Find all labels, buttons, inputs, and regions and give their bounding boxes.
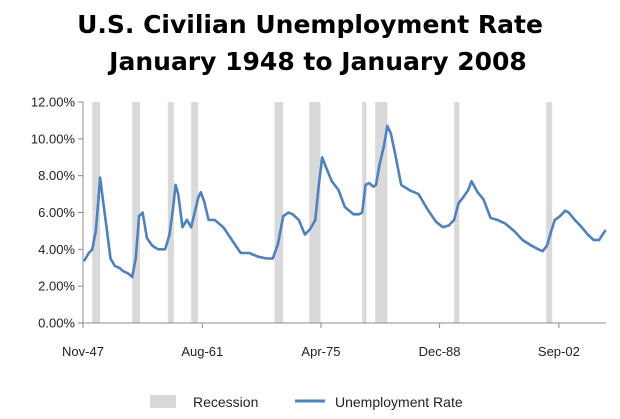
legend: Recession Unemployment Rate	[150, 394, 463, 410]
recession-band-7	[375, 102, 388, 323]
y-tick-label: 12.00%	[31, 95, 76, 110]
y-tick-label: 0.00%	[38, 316, 75, 331]
x-tick-label: Aug-61	[181, 344, 223, 359]
unemployment-rate-line	[83, 124, 607, 279]
y-tick-label: 2.00%	[38, 279, 75, 294]
chart-subtitle: January 1948 to January 2008	[107, 47, 527, 76]
recession-band-9	[546, 102, 553, 323]
recession-band-2	[167, 102, 174, 323]
x-tick-label: Apr-75	[301, 344, 340, 359]
recession-band-4	[274, 102, 284, 323]
legend-recession-label: Recession	[193, 394, 258, 410]
chart-title: U.S. Civilian Unemployment Rate	[77, 10, 543, 39]
recession-bands	[92, 102, 553, 323]
x-tick-label: Nov-47	[62, 344, 104, 359]
recession-band-1	[132, 102, 141, 323]
y-tick-labels: 0.00% 2.00% 4.00% 6.00% 8.00% 10.00% 12.00%	[31, 95, 76, 331]
y-tick-label: 8.00%	[38, 168, 75, 183]
x-tick-label: Sep-02	[538, 344, 580, 359]
y-tick-label: 6.00%	[38, 205, 75, 220]
x-tick-label: Dec-88	[419, 344, 461, 359]
x-tick-labels: Nov-47 Aug-61 Apr-75 Dec-88 Sep-02	[62, 344, 580, 359]
legend-series-label: Unemployment Rate	[335, 394, 463, 410]
y-tick-label: 10.00%	[31, 131, 76, 146]
axes	[78, 101, 606, 328]
legend-recession-swatch	[150, 395, 176, 408]
recession-band-6	[362, 102, 367, 323]
y-tick-label: 4.00%	[38, 242, 75, 257]
